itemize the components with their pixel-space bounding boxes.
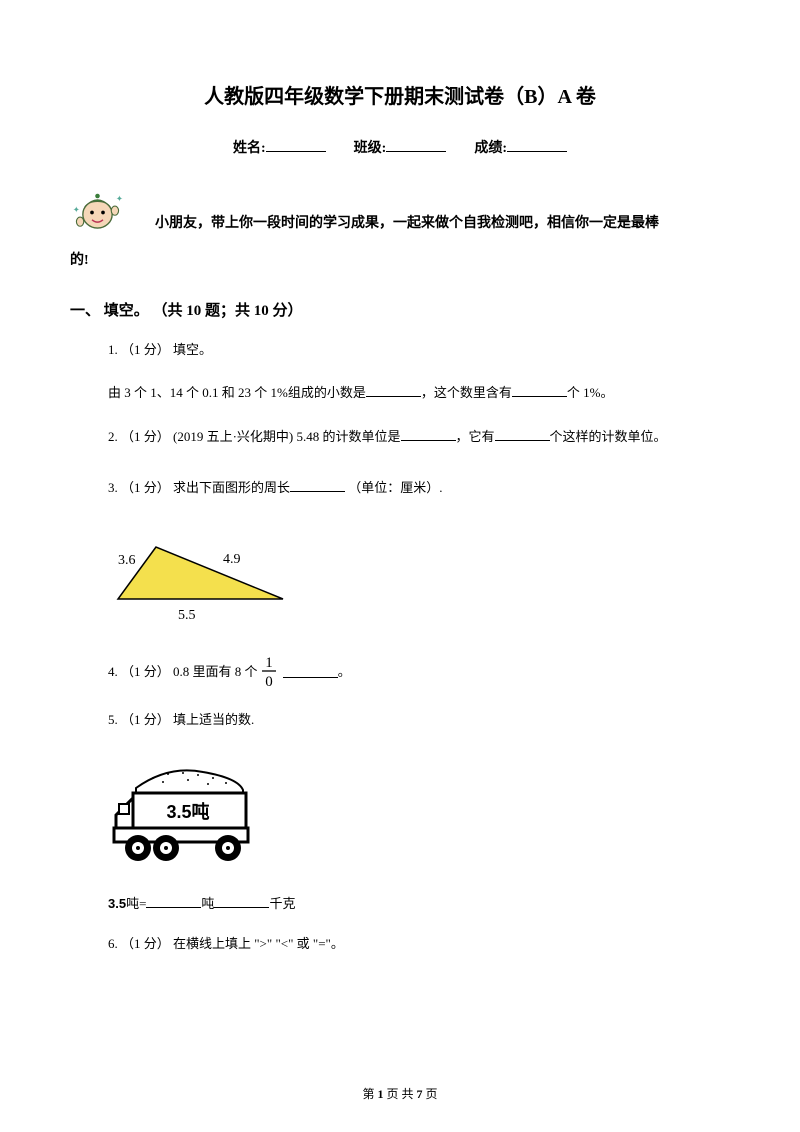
triangle-label-right: 4.9 bbox=[223, 552, 241, 567]
q2-text-c: 个这样的计数单位。 bbox=[550, 429, 667, 444]
fraction-icon: 1 0 bbox=[260, 654, 278, 688]
q4-blank bbox=[283, 664, 338, 678]
q1-text-a: 由 3 个 1、14 个 0.1 和 23 个 1%组成的小数是 bbox=[108, 385, 366, 400]
footer-c: 页 bbox=[423, 1087, 438, 1101]
section-1-header: 一、 填空。 （共 10 题；共 10 分） bbox=[70, 299, 730, 320]
fraction-num: 1 bbox=[265, 655, 273, 671]
triangle-shape bbox=[118, 547, 283, 599]
footer-b: 页 共 bbox=[383, 1087, 416, 1101]
name-blank bbox=[266, 138, 326, 152]
q1-text-b: ，这个数里含有 bbox=[421, 385, 512, 400]
triangle-figure: 3.6 4.9 5.5 bbox=[108, 529, 308, 629]
q2-text-a: 2. （1 分） (2019 五上·兴化期中) 5.48 的计数单位是 bbox=[108, 429, 401, 444]
q5-unit-c: 千克 bbox=[269, 896, 295, 911]
class-blank bbox=[386, 138, 446, 152]
page-footer: 第 1 页 共 7 页 bbox=[0, 1085, 800, 1102]
q5-unit-b: 吨 bbox=[201, 896, 214, 911]
fraction-den: 0 bbox=[265, 674, 273, 688]
score-label: 成绩: bbox=[474, 141, 507, 156]
question-2: 2. （1 分） (2019 五上·兴化期中) 5.48 的计数单位是 ，它有 个这… bbox=[70, 425, 730, 448]
q4-text-a: 4. （1 分） 0.8 里面有 8 个 bbox=[108, 660, 258, 683]
question-1-body: 由 3 个 1、14 个 0.1 和 23 个 1%组成的小数是 ，这个数里含有 个… bbox=[70, 381, 730, 404]
truck-label: 3.5吨 bbox=[166, 801, 209, 822]
q1-blank-1 bbox=[366, 383, 421, 397]
q2-text-b: ，它有 bbox=[456, 429, 495, 444]
mascot-icon: ✦ ✦ bbox=[70, 185, 125, 240]
class-label: 班级: bbox=[354, 141, 387, 156]
svg-text:✦: ✦ bbox=[116, 195, 123, 204]
score-blank bbox=[507, 138, 567, 152]
q5-blank-1 bbox=[146, 894, 201, 908]
truck-figure: 3.5吨 bbox=[108, 760, 268, 870]
question-4: 4. （1 分） 0.8 里面有 8 个 1 0 。 bbox=[70, 654, 730, 688]
question-3: 3. （1 分） 求出下面图形的周长 （单位：厘米）. bbox=[70, 476, 730, 499]
name-label: 姓名: bbox=[233, 141, 266, 156]
q5-blank-2 bbox=[214, 894, 269, 908]
q3-text-b: （单位：厘米）. bbox=[345, 480, 443, 495]
question-6: 6. （1 分） 在横线上填上 ">" "<" 或 "="。 bbox=[70, 932, 730, 955]
triangle-label-bottom: 5.5 bbox=[178, 608, 196, 623]
q1-blank-2 bbox=[512, 383, 567, 397]
student-info-row: 姓名: 班级: 成绩: bbox=[70, 137, 730, 157]
question-5: 5. （1 分） 填上适当的数. bbox=[70, 708, 730, 731]
page-title: 人教版四年级数学下册期末测试卷（B）A 卷 bbox=[70, 80, 730, 109]
q2-blank-2 bbox=[495, 427, 550, 441]
q5-ton-prefix: 3.5 bbox=[108, 896, 126, 911]
q2-blank-1 bbox=[401, 427, 456, 441]
q3-blank bbox=[290, 478, 345, 492]
q4-text-b: 。 bbox=[338, 660, 351, 683]
q3-text-a: 3. （1 分） 求出下面图形的周长 bbox=[108, 480, 290, 495]
svg-text:✦: ✦ bbox=[73, 206, 80, 215]
question-5-conversion: 3.5吨= 吨 千克 bbox=[70, 893, 730, 912]
question-1-prefix: 1. （1 分） 填空。 bbox=[70, 338, 730, 361]
triangle-label-left: 3.6 bbox=[118, 553, 136, 568]
intro-text-2: 的! bbox=[70, 246, 730, 277]
q5-unit-a: 吨= bbox=[126, 896, 146, 911]
q1-text-c: 个 1%。 bbox=[567, 385, 614, 400]
footer-a: 第 bbox=[362, 1087, 377, 1101]
intro-text-1: 小朋友，带上你一段时间的学习成果，一起来做个自我检测吧，相信你一定是最棒 bbox=[155, 209, 659, 240]
